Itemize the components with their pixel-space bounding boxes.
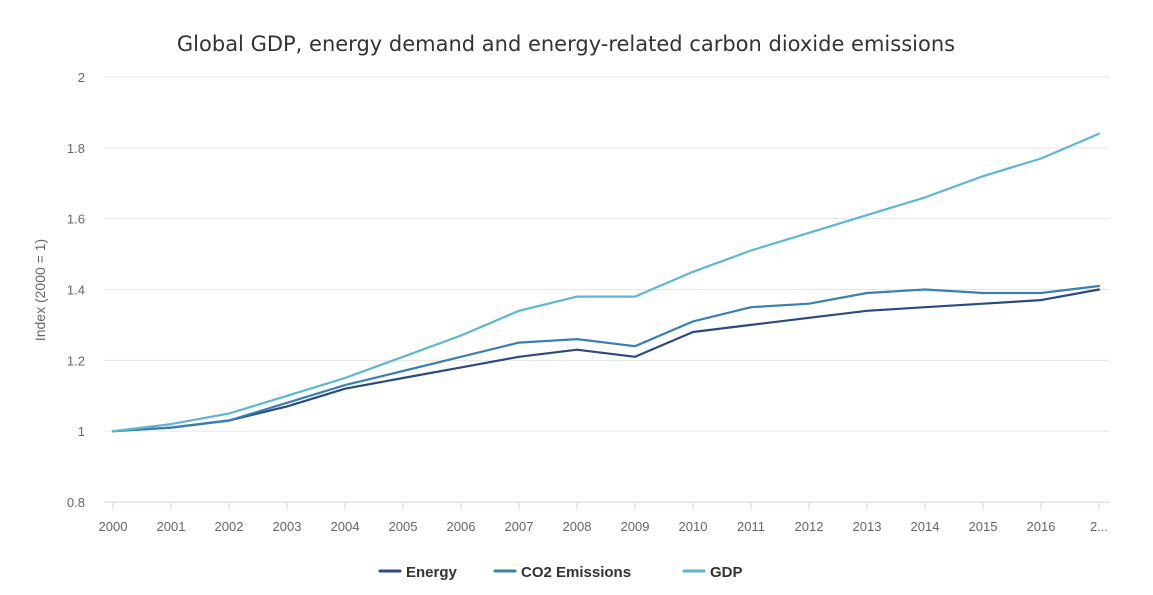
x-tick-label: 2000 <box>99 519 128 534</box>
x-tick-label: 2013 <box>853 519 882 534</box>
series-line-co2-emissions[interactable] <box>111 284 1101 433</box>
series-line-energy[interactable] <box>111 288 1101 433</box>
y-tick-label: 2 <box>78 70 85 85</box>
x-tick-label: 2005 <box>389 519 418 534</box>
legend-item-gdp[interactable]: GDP <box>682 564 743 581</box>
x-tick-label: 2016 <box>1027 519 1056 534</box>
x-tick-label: 2015 <box>969 519 998 534</box>
x-tick-label: 2... <box>1090 519 1108 534</box>
legend-item-energy[interactable]: Energy <box>378 564 458 581</box>
x-tick-label: 2001 <box>157 519 186 534</box>
legend-label: CO2 Emissions <box>521 564 631 581</box>
legend-label: Energy <box>406 564 458 581</box>
x-tick-label: 2011 <box>737 519 765 534</box>
y-tick-label: 1.2 <box>67 353 85 368</box>
y-axis-ticks: 0.8 1 1.2 1.4 1.6 1.8 2 <box>67 70 85 510</box>
x-tick-label: 2002 <box>215 519 244 534</box>
x-tick-label: 2014 <box>911 519 940 534</box>
series-lines <box>111 132 1101 433</box>
x-tick-label: 2004 <box>331 519 360 534</box>
y-tick-label: 1.4 <box>67 283 85 298</box>
x-tick-label: 2009 <box>621 519 650 534</box>
x-tick-label: 2012 <box>795 519 824 534</box>
x-tick-label: 2010 <box>679 519 708 534</box>
x-axis-ticks: 2000 2001 2002 2003 2004 2005 2006 2007 2008 2009… <box>99 502 1108 534</box>
x-tick-label: 2003 <box>273 519 302 534</box>
gridlines <box>104 76 1110 432</box>
series-line-gdp[interactable] <box>111 132 1101 433</box>
y-tick-label: 1 <box>78 424 85 439</box>
y-tick-label: 1.8 <box>67 141 85 156</box>
chart-title: Global GDP, energy demand and energy-rel… <box>177 32 955 56</box>
x-tick-label: 2008 <box>563 519 592 534</box>
x-tick-label: 2006 <box>447 519 476 534</box>
legend-item-co2-emissions[interactable]: CO2 Emissions <box>493 564 631 581</box>
y-axis-label: Index (2000 = 1) <box>32 239 48 341</box>
x-tick-label: 2007 <box>505 519 534 534</box>
legend-label: GDP <box>710 564 743 581</box>
y-tick-label: 0.8 <box>67 495 85 510</box>
legend: Energy CO2 Emissions GDP <box>378 564 743 581</box>
y-tick-label: 1.6 <box>67 212 85 227</box>
